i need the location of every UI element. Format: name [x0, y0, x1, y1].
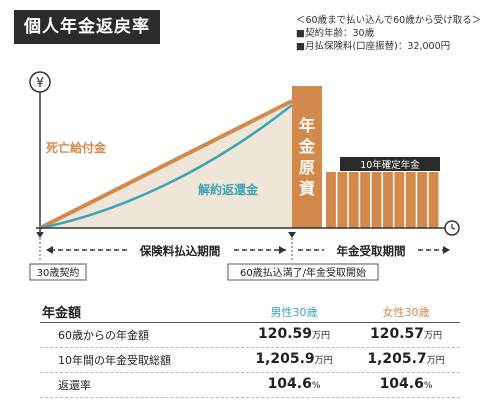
fixed-annuity-bars [326, 172, 439, 228]
male-value: 120.59万円 [257, 326, 331, 342]
male-value: 104.6% [267, 376, 321, 392]
receive-period-label: 年金受取期間 [337, 244, 406, 258]
row-label: 返還率 [58, 379, 91, 392]
fixed-annuity-bar [360, 172, 371, 228]
table-header-female: 女性30歳 [382, 306, 430, 319]
conditions: ＜60歳まで払い込んで60歳から受け取る＞ ■契約年齢：30歳 ■月払保険料(口… [296, 14, 480, 53]
switch-tag-box [227, 263, 379, 281]
table-row: 60歳からの年金額 120.59万円 120.57万円 [40, 323, 460, 348]
annuity-table: 年金額 男性30歳 女性30歳 60歳からの年金額 120.59万円 120.5… [40, 300, 460, 398]
death-benefit-line [39, 99, 293, 230]
female-value: 1,205.7万円 [367, 351, 445, 367]
female-value: 104.6% [379, 376, 433, 392]
fixed-annuity-bar [383, 172, 393, 228]
start-marker [36, 232, 44, 238]
surrender-value-label: 解約返還金 [198, 182, 259, 197]
yen-icon-circle [29, 71, 51, 93]
table-header-label: 年金額 [42, 306, 82, 321]
pension-fund-char-2: 金 [298, 137, 316, 156]
pension-fund-bar [292, 86, 322, 228]
switch-marker [288, 232, 296, 238]
start-tag: 30歳契約 [37, 266, 80, 279]
death-benefit-label: 死亡給付金 [46, 140, 107, 155]
page-title: 個人年金返戻率 [14, 10, 160, 44]
pension-fund-char-4: 資 [299, 179, 315, 198]
pension-fund-char-1: 年 [299, 116, 315, 135]
female-value: 120.57万円 [369, 326, 443, 342]
fixed-annuity-bar [348, 172, 359, 228]
conditions-note: ＜60歳まで払い込んで60歳から受け取る＞ [296, 15, 480, 26]
fixed-annuity-bar [405, 172, 416, 228]
fixed-annuity-bar [337, 172, 348, 228]
fixed-annuity-bar [371, 172, 382, 228]
fixed-annuity-bar [417, 172, 428, 228]
conditions-premium: ■月払保険料(口座振替)：32,000円 [296, 41, 451, 52]
payment-period-label: 保険料払込期間 [139, 244, 221, 258]
switch-tag: 60歳払込満了/年金受取開始 [240, 266, 366, 279]
start-tag-box [29, 263, 87, 281]
surrender-value-curve [39, 104, 293, 230]
fixed-period-label: 10年確定年金 [360, 159, 420, 171]
conditions-age: ■契約年齢：30歳 [296, 28, 375, 39]
table-header-male: 男性30歳 [270, 306, 318, 319]
row-label: 10年間の年金受取総額 [58, 354, 171, 367]
fixed-annuity-bar [326, 172, 336, 228]
pension-diagram: ¥ 年 金 原 資 10年確定年金 死亡給付金 解約返還金 保険料払込期間 年金… [29, 71, 460, 281]
fixed-annuity-bar [428, 172, 439, 228]
table-row: 10年間の年金受取総額 1,205.9万円 1,205.7万円 [40, 348, 460, 373]
fixed-annuity-bar [394, 172, 405, 228]
table-row: 返還率 104.6% 104.6% [40, 373, 460, 398]
yen-icon: ¥ [36, 76, 44, 91]
male-value: 1,205.9万円 [255, 351, 333, 367]
row-label: 60歳からの年金額 [58, 329, 149, 342]
pension-fund-char-3: 原 [299, 158, 315, 177]
table-header: 年金額 男性30歳 女性30歳 [40, 300, 460, 323]
fixed-period-label-box [340, 157, 440, 171]
